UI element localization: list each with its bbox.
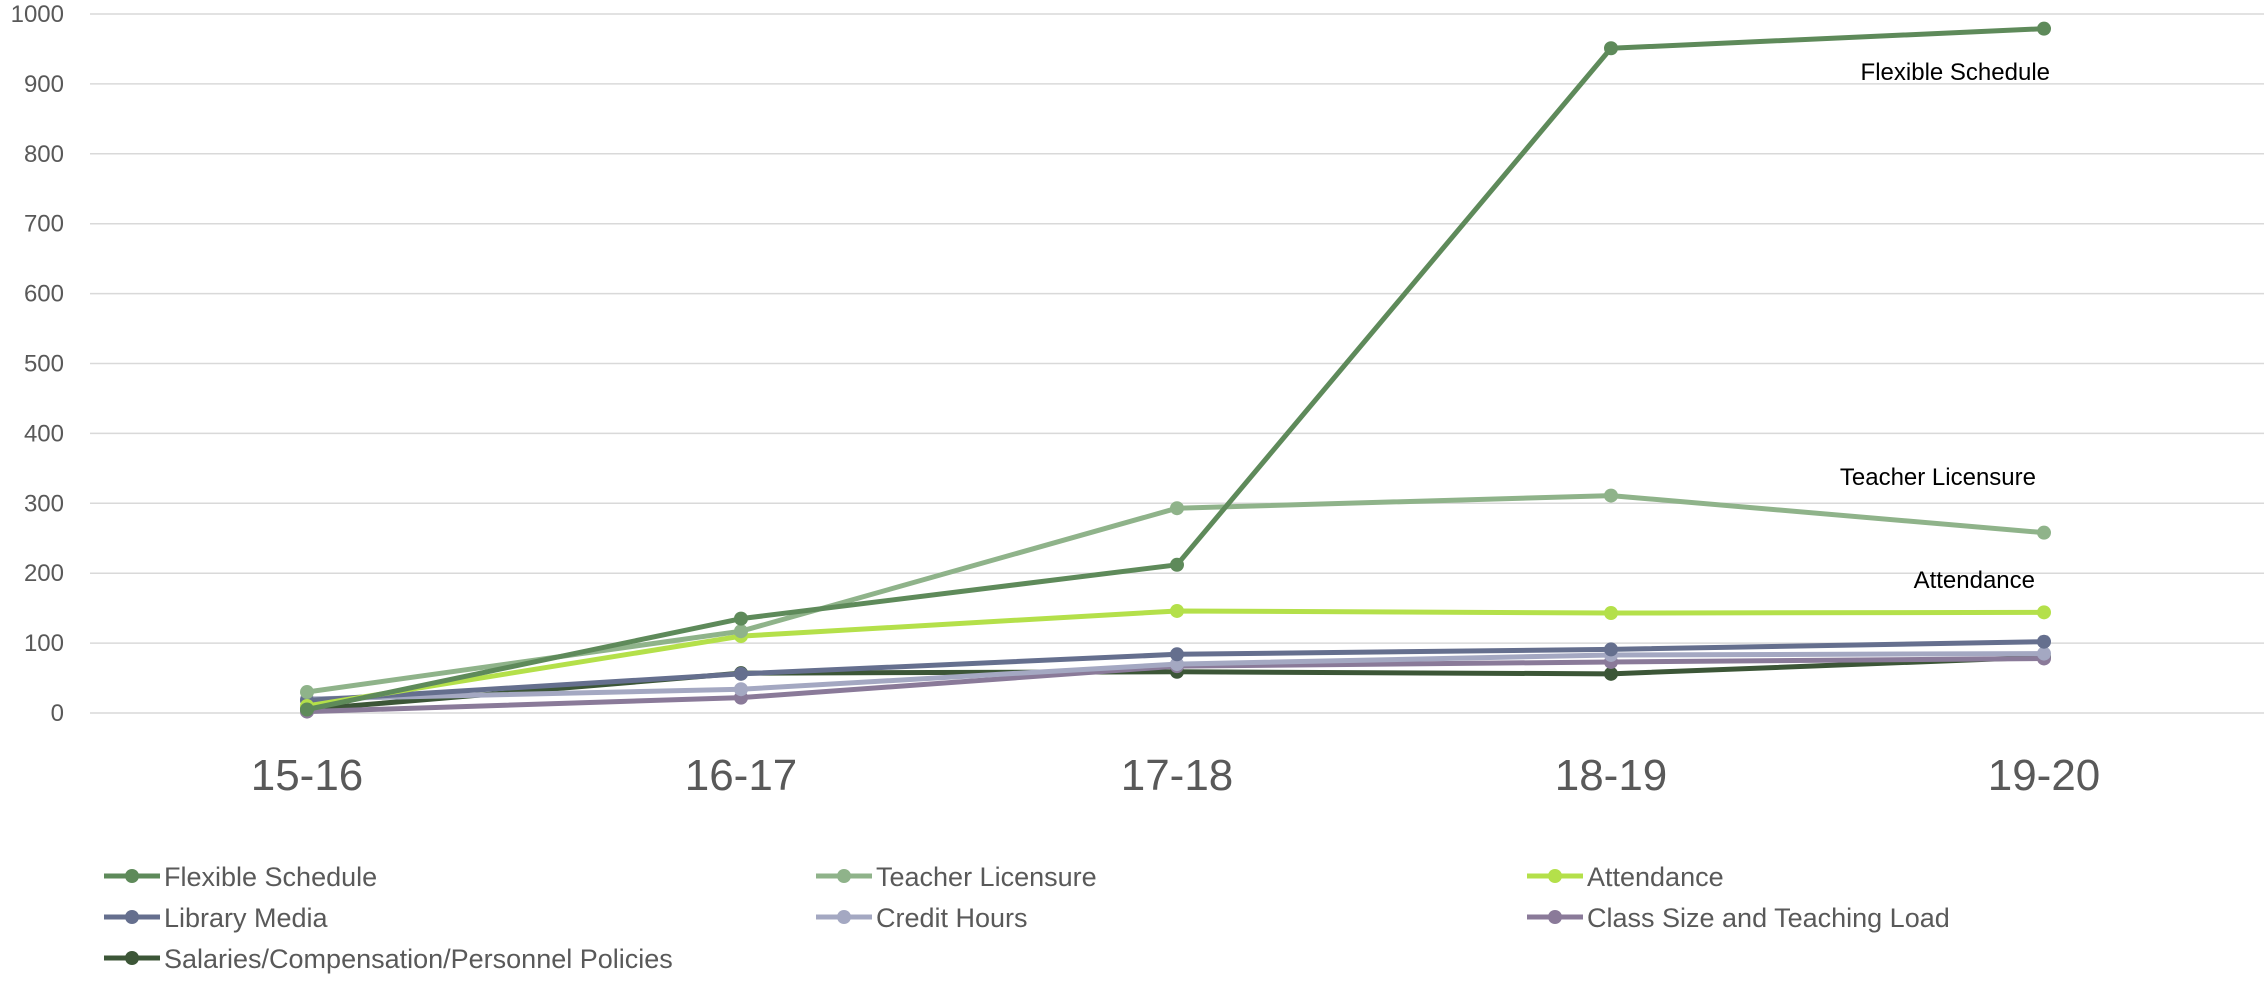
data-point-teacher-licensure [734,624,748,639]
legend-swatch-marker [837,869,851,883]
data-point-teacher-licensure [1170,501,1184,516]
y-tick-label: 600 [24,281,64,308]
legend-label: Credit Hours [876,903,1028,933]
series-flexible-schedule [300,21,2051,717]
data-point-flexible-schedule [1604,41,1618,56]
x-tick-label: 17-18 [1121,751,1234,800]
data-point-flexible-schedule [734,611,748,626]
y-tick-label: 200 [24,560,64,587]
legend-label: Flexible Schedule [164,862,377,892]
y-tick-label: 700 [24,211,64,238]
y-tick-label: 800 [24,141,64,168]
data-point-teacher-licensure [300,685,314,700]
y-tick-label: 100 [24,630,64,657]
legend-label: Library Media [164,903,329,933]
legend-item-credit-hours: Credit Hours [816,903,1028,933]
x-tick-label: 15-16 [251,751,364,800]
data-point-salaries-compensation-personnel-policies [1604,666,1618,681]
data-point-teacher-licensure [2037,525,2051,540]
legend-item-library-media: Library Media [104,903,329,933]
data-point-library-media [734,666,748,681]
data-point-flexible-schedule [1170,557,1184,572]
y-tick-label: 1000 [11,1,64,28]
data-point-flexible-schedule [2037,21,2051,36]
data-point-teacher-licensure [1604,488,1618,503]
legend-swatch-marker [1548,869,1562,883]
legend-swatch-marker [837,910,851,924]
data-point-library-media [2037,634,2051,649]
legend-swatch-marker [125,869,139,883]
legend-label: Class Size and Teaching Load [1587,903,1950,933]
series-annotations: Flexible Schedule Teacher Licensure Atte… [1840,59,2050,594]
x-tick-label: 19-20 [1988,751,2101,800]
data-point-flexible-schedule [300,702,314,717]
y-tick-label: 500 [24,351,64,378]
series-lines [300,21,2051,719]
legend-item-teacher-licensure: Teacher Licensure [816,862,1097,892]
x-axis-ticks: 15-16 16-17 17-18 18-19 19-20 [251,751,2101,800]
y-axis-ticks: 0 100 200 300 400 500 600 700 800 900 1000 [11,1,64,727]
annotation-flexible-schedule: Flexible Schedule [1861,59,2050,86]
legend-label: Attendance [1587,862,1724,892]
legend-swatch-marker [125,951,139,965]
y-tick-label: 900 [24,71,64,98]
legend-label: Salaries/Compensation/Personnel Policies [164,944,673,974]
data-point-attendance [2037,605,2051,620]
x-tick-label: 18-19 [1555,751,1668,800]
legend: Flexible Schedule Teacher Licensure Attend… [104,862,1950,974]
data-point-attendance [1170,603,1184,618]
data-point-credit-hours [734,682,748,697]
x-tick-label: 16-17 [685,751,798,800]
legend-item-flexible-schedule: Flexible Schedule [104,862,377,892]
annotation-attendance: Attendance [1914,567,2035,594]
legend-swatch-marker [125,910,139,924]
legend-swatch-marker [1548,910,1562,924]
annotation-teacher-licensure: Teacher Licensure [1840,464,2036,491]
legend-item-attendance: Attendance [1527,862,1724,892]
data-point-credit-hours [2037,646,2051,661]
y-tick-label: 300 [24,490,64,517]
gridlines [90,13,2264,714]
legend-item-class-size-and-teaching-load: Class Size and Teaching Load [1527,903,1950,933]
y-tick-label: 400 [24,420,64,447]
series-teacher-licensure [300,488,2051,700]
data-point-credit-hours [1170,657,1184,672]
y-tick-label: 0 [51,700,64,727]
legend-item-salaries-compensation-personnel-policies: Salaries/Compensation/Personnel Policies [104,944,673,974]
legend-label: Teacher Licensure [876,862,1097,892]
data-point-library-media [1170,647,1184,662]
data-point-library-media [1604,642,1618,657]
data-point-attendance [1604,606,1618,621]
